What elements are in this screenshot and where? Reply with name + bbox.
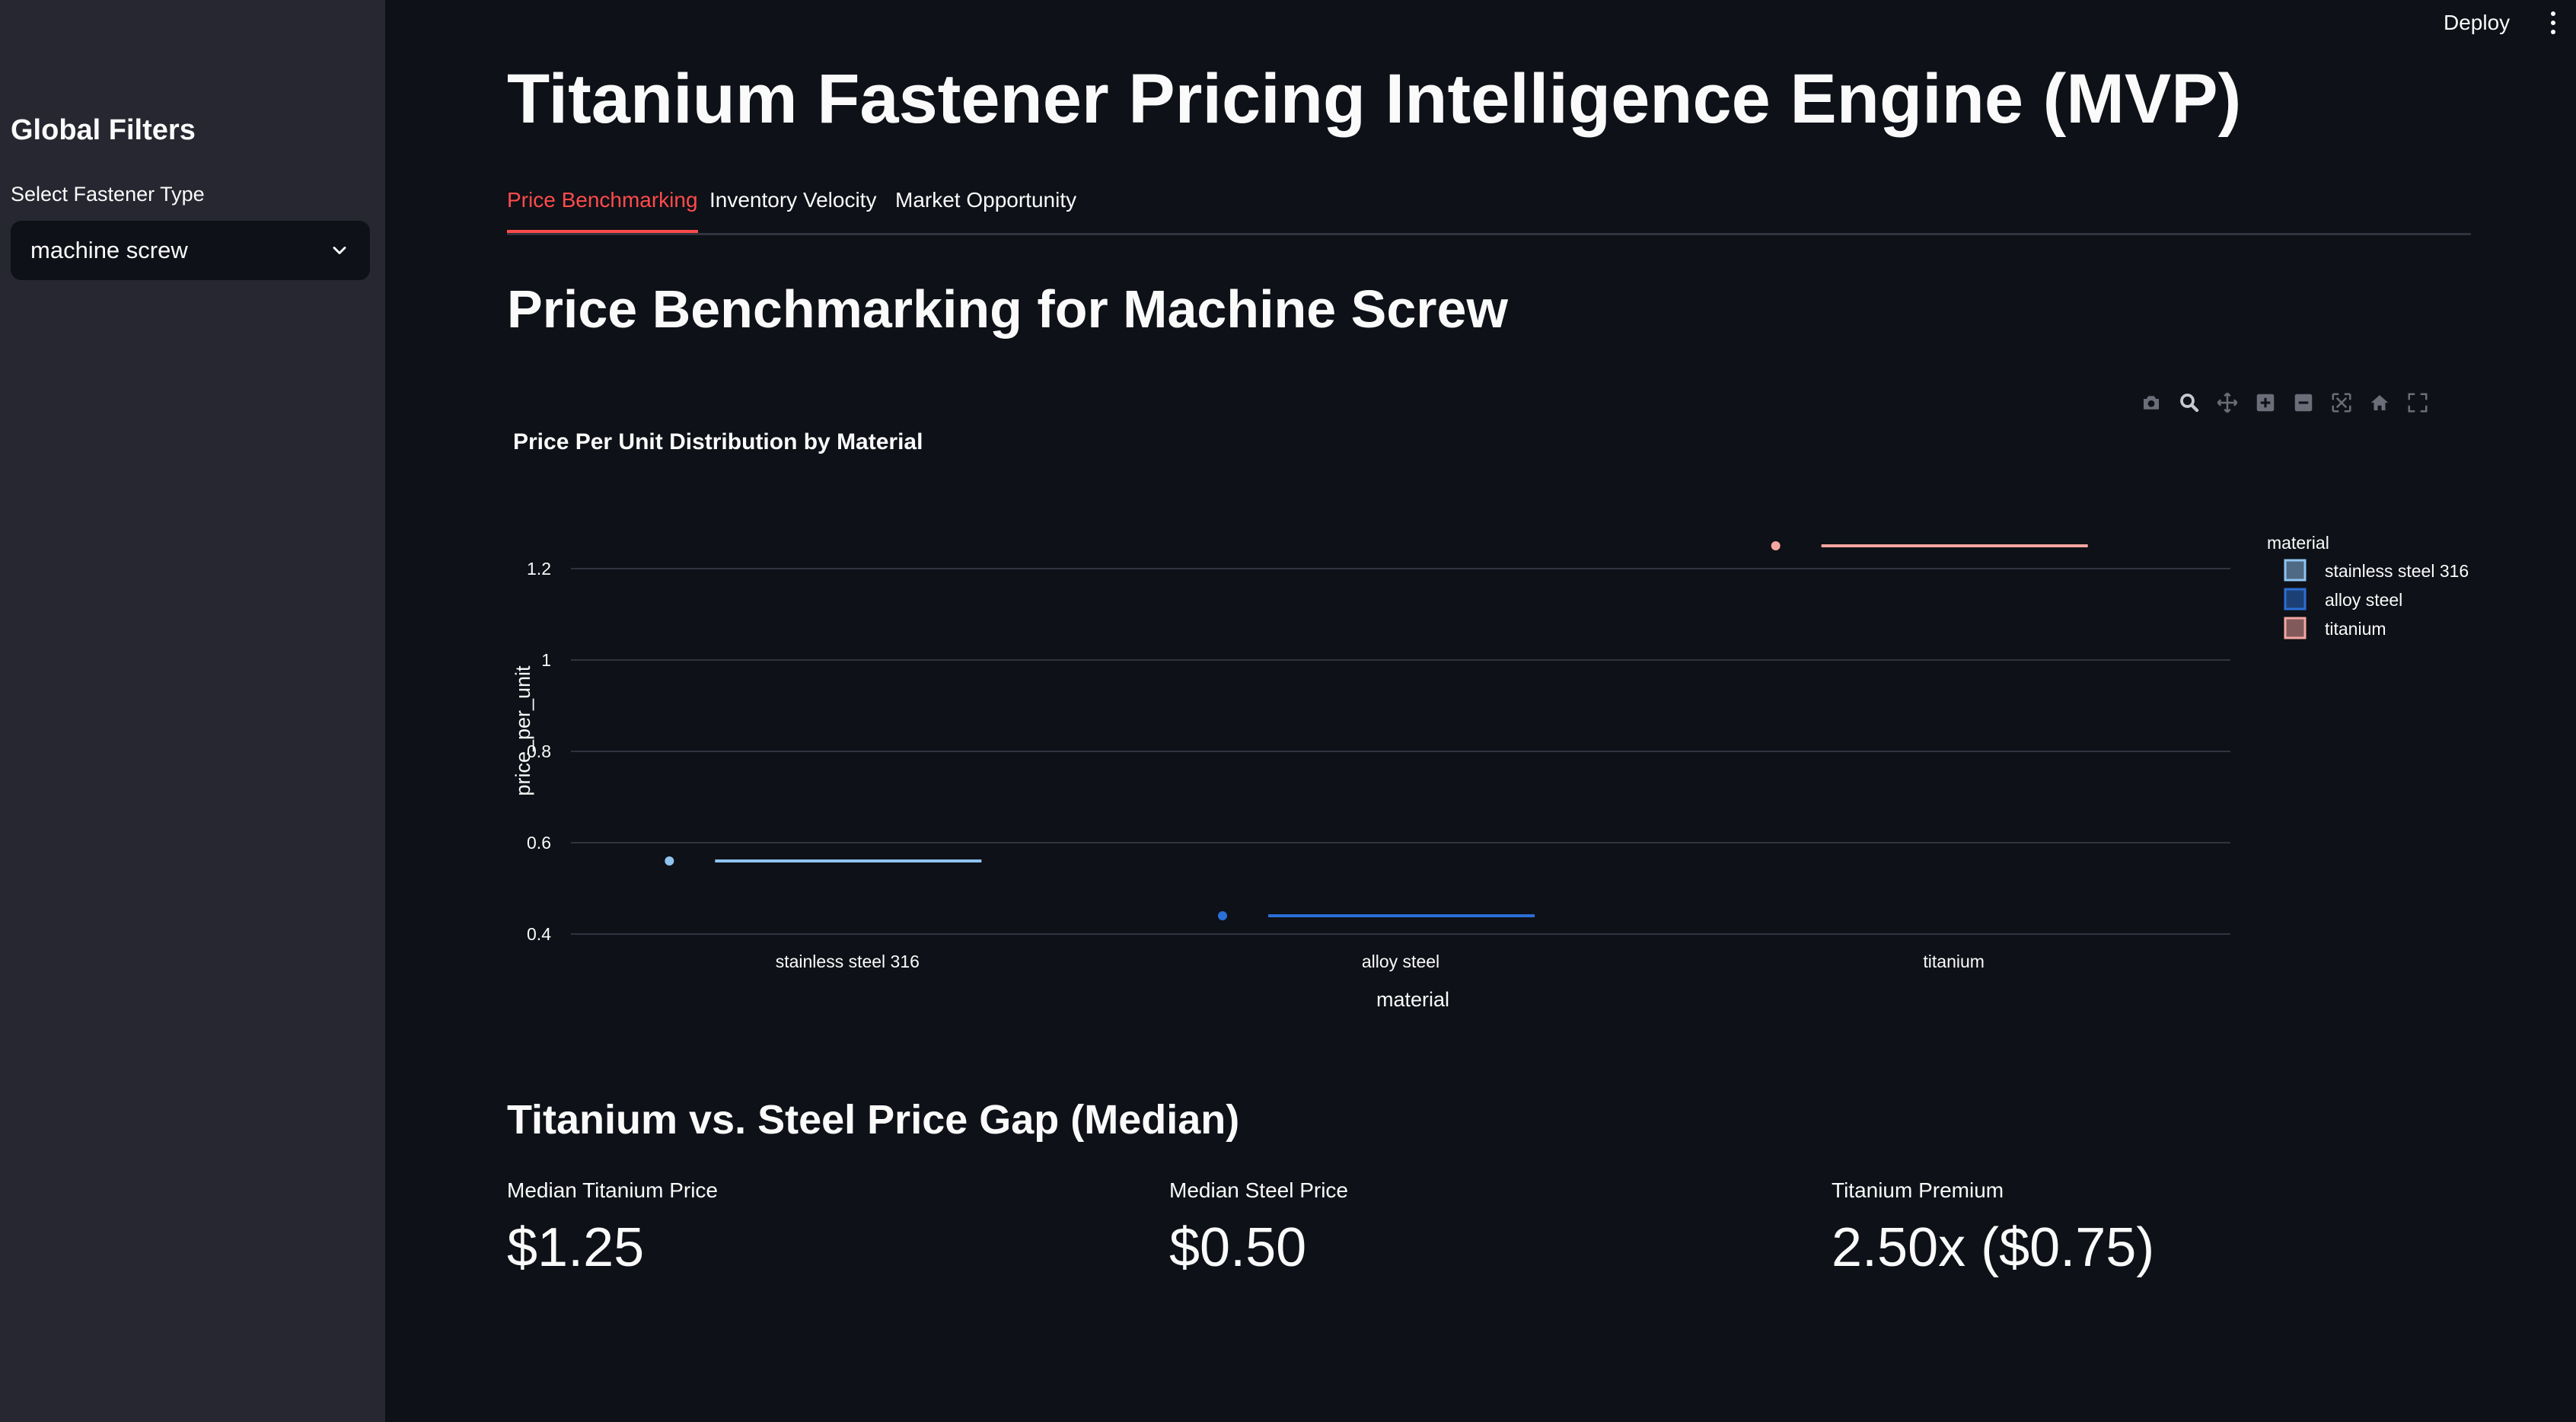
x-tick-label: stainless steel 316 xyxy=(776,952,920,971)
legend-swatch xyxy=(2284,617,2307,639)
metric-titanium-premium: Titanium Premium 2.50x ($0.75) xyxy=(1832,1178,2154,1279)
chevron-down-icon xyxy=(333,247,346,254)
tab-bar: Price Benchmarking Inventory Velocity Ma… xyxy=(507,183,2471,235)
fastener-type-label: Select Fastener Type xyxy=(11,183,205,206)
metric-median-steel: Median Steel Price $0.50 xyxy=(1169,1178,1348,1279)
fullscreen-icon[interactable] xyxy=(2405,391,2430,415)
chart-title: Price Per Unit Distribution by Material xyxy=(513,429,923,454)
sidebar-title: Global Filters xyxy=(11,114,196,146)
y-axis-ticks: 0.4 0.6 0.8 1 1.2 xyxy=(527,559,551,944)
tab-inventory-velocity[interactable]: Inventory Velocity xyxy=(709,188,877,212)
autoscale-icon[interactable] xyxy=(2329,391,2354,415)
legend-item-label: titanium xyxy=(2325,619,2386,639)
y-tick-label: 1 xyxy=(541,650,551,670)
metric-label: Titanium Premium xyxy=(1832,1178,2004,1202)
metric-value: 2.50x ($0.75) xyxy=(1832,1217,2155,1278)
metric-value: $1.25 xyxy=(507,1217,645,1278)
zoom-icon[interactable] xyxy=(2177,391,2201,415)
legend-swatch xyxy=(2284,559,2307,582)
tab-price-benchmarking[interactable]: Price Benchmarking xyxy=(507,183,698,233)
pan-icon[interactable] xyxy=(2215,391,2240,415)
x-tick-label: alloy steel xyxy=(1362,952,1439,971)
y-tick-label: 0.6 xyxy=(527,833,551,853)
zoom-out-icon[interactable] xyxy=(2291,391,2316,415)
legend-title: material xyxy=(2267,533,2329,553)
legend-item-label: stainless steel 316 xyxy=(2325,561,2469,581)
x-axis-ticks: stainless steel 316 alloy steel titanium xyxy=(776,952,1985,971)
metric-label: Median Titanium Price xyxy=(507,1178,719,1202)
y-tick-label: 1.2 xyxy=(527,559,551,579)
y-tick-label: 0.8 xyxy=(527,741,551,761)
tab-market-opportunity[interactable]: Market Opportunity xyxy=(895,188,1077,212)
price-gap-title: Titanium vs. Steel Price Gap (Median) xyxy=(507,1097,1240,1143)
data-point xyxy=(665,856,674,866)
data-point xyxy=(1218,911,1227,920)
fastener-type-select[interactable]: machine screw xyxy=(11,221,370,280)
home-icon[interactable] xyxy=(2367,391,2392,415)
x-axis-title: material xyxy=(1376,988,1449,1011)
price-distribution-chart: Price Per Unit Distribution by Material … xyxy=(512,429,2469,1011)
data-point xyxy=(1771,541,1781,550)
zoom-in-icon[interactable] xyxy=(2253,391,2278,415)
legend-item-label: alloy steel xyxy=(2325,590,2402,610)
fastener-type-value: machine screw xyxy=(30,237,188,263)
chart-grid xyxy=(571,568,2230,935)
metric-label: Median Steel Price xyxy=(1169,1178,1349,1202)
chart-modebar xyxy=(2139,387,2430,419)
main-menu-icon[interactable] xyxy=(2538,6,2568,40)
chart-legend: material stainless steel 316 alloy steel t… xyxy=(2267,533,2469,639)
metric-value: $0.50 xyxy=(1169,1217,1307,1278)
section-title: Price Benchmarking for Machine Screw xyxy=(507,279,1508,339)
metric-median-titanium: Median Titanium Price $1.25 xyxy=(507,1178,718,1279)
legend-swatch xyxy=(2284,588,2307,611)
sidebar: Global Filters Select Fastener Type mach… xyxy=(0,0,385,1422)
chart-marks xyxy=(665,541,2088,920)
y-axis-title: price_per_unit xyxy=(512,665,534,796)
y-tick-label: 0.4 xyxy=(527,924,551,944)
x-tick-label: titanium xyxy=(1923,952,1985,971)
page-title: Titanium Fastener Pricing Intelligence E… xyxy=(507,60,2242,138)
camera-icon[interactable] xyxy=(2139,391,2163,415)
deploy-button[interactable]: Deploy xyxy=(2444,11,2511,34)
